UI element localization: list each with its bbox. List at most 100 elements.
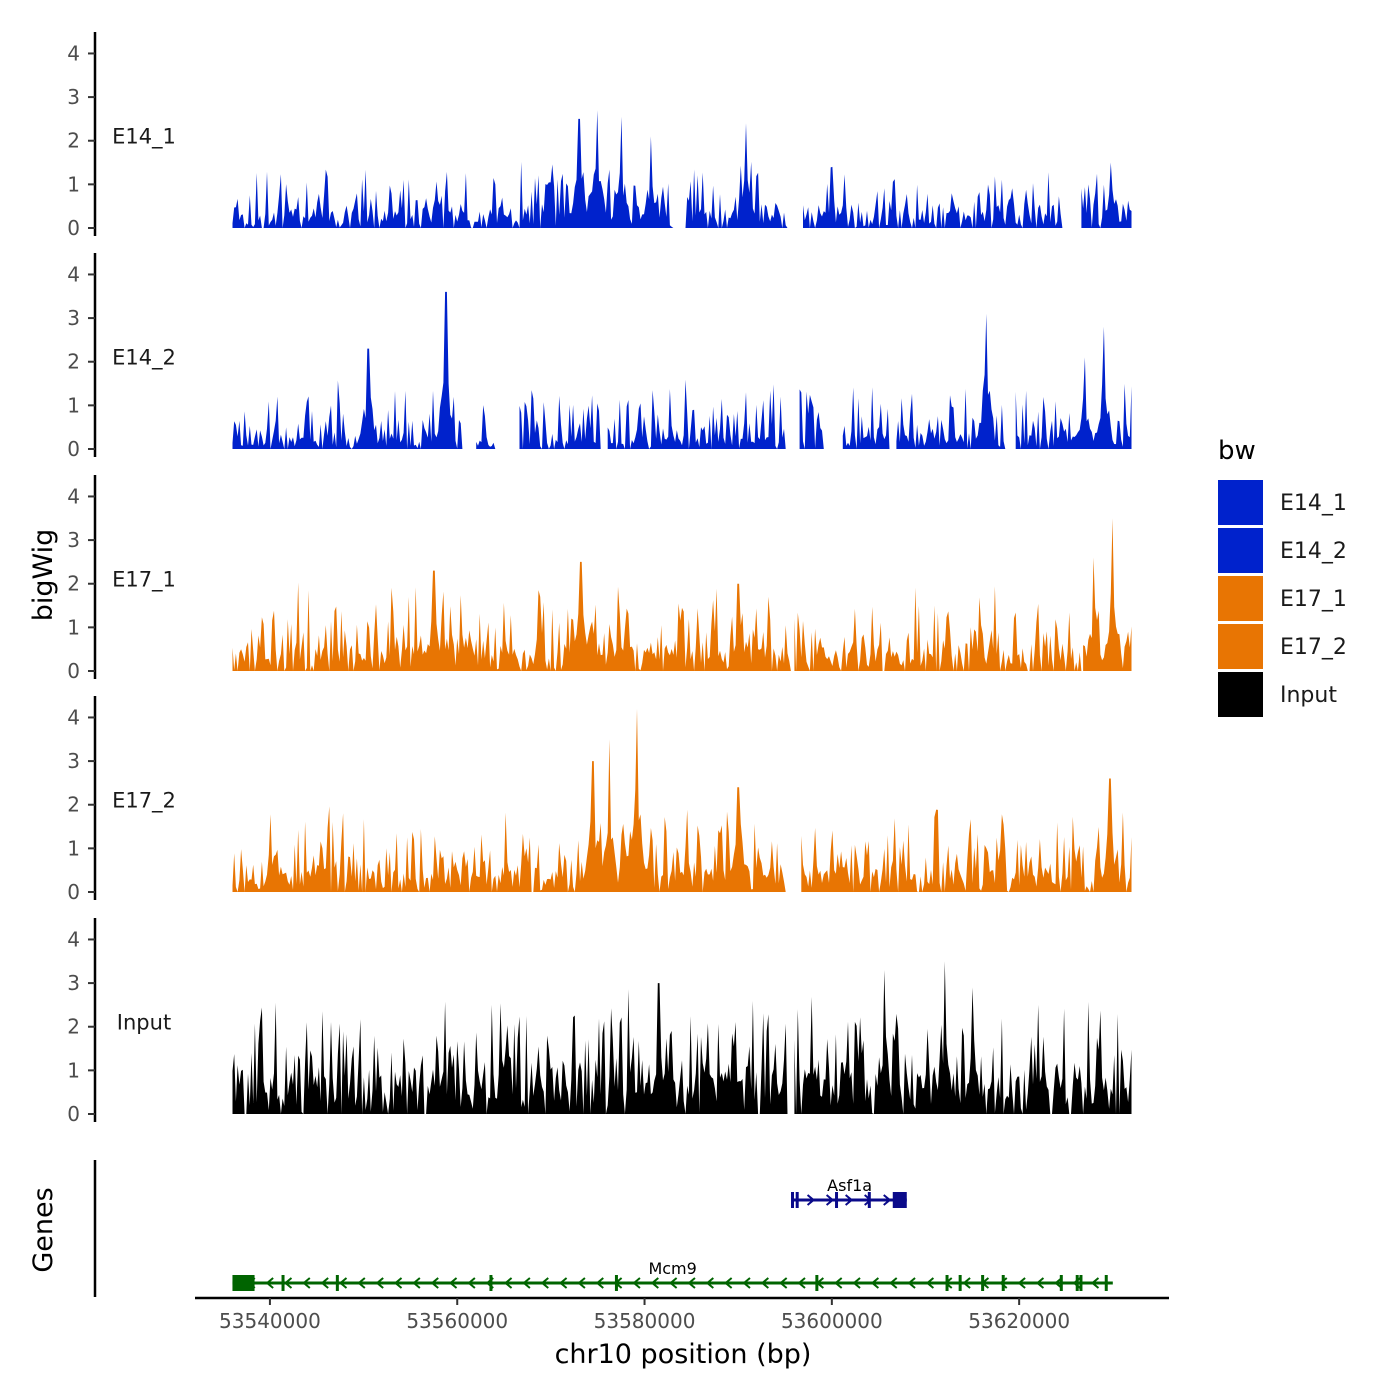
coverage-area (232, 518, 1132, 671)
coverage-area (232, 961, 1132, 1114)
coverage-area (232, 708, 1132, 892)
track-input: 0 1 2 3 4 Input (67, 918, 1132, 1126)
strand-arrow (806, 1194, 816, 1206)
y-tick-label: 3 (67, 528, 80, 552)
coverage-tracks: 0 1 2 3 4 E14_1 0 1 2 3 4 E14_2 0 1 2 3 4 E17_1 0 1 2 3 4 E17_2… (67, 32, 1132, 1126)
strand-arrow (705, 1277, 714, 1289)
track-e14-2: 0 1 2 3 4 E14_2 (67, 253, 1132, 461)
strand-arrow (760, 1277, 769, 1289)
y-tick-label: 2 (67, 129, 80, 153)
strand-arrow (559, 1277, 568, 1289)
x-tick-label: 53620000 (968, 1309, 1070, 1333)
track-e17-2: 0 1 2 3 4 E17_2 (67, 696, 1132, 904)
legend-label: E14_1 (1280, 491, 1347, 516)
strand-arrow (1035, 1277, 1045, 1289)
y-tick-label: 4 (67, 927, 80, 951)
y-tick-label: 4 (67, 262, 80, 286)
x-tick-label: 53540000 (219, 1309, 321, 1333)
y-tick-label: 2 (67, 793, 80, 817)
legend-swatch (1218, 672, 1263, 717)
strand-arrow (650, 1277, 659, 1289)
gene-asf1a: Asf1a (791, 1176, 907, 1208)
track-label: E17_2 (112, 789, 176, 814)
strand-arrow (889, 1277, 898, 1289)
strand-arrow (283, 1277, 293, 1289)
strand-arrow (504, 1277, 513, 1289)
y-tick-label: 2 (67, 572, 80, 596)
legend-swatch (1218, 528, 1263, 573)
y-tick-label: 1 (67, 1058, 80, 1082)
y-tick-label: 0 (67, 216, 80, 240)
y-tick-label: 4 (67, 705, 80, 729)
y-tick-label: 1 (67, 836, 80, 860)
legend-label: Input (1280, 683, 1337, 708)
legend-swatch (1218, 624, 1263, 669)
track-label: E14_2 (112, 346, 176, 371)
y-tick-label: 2 (67, 1015, 80, 1039)
strand-arrow (1090, 1277, 1100, 1289)
strand-arrow (724, 1277, 733, 1289)
track-label: E14_1 (112, 125, 176, 150)
strand-arrow (999, 1277, 1008, 1289)
strand-arrow (595, 1277, 604, 1289)
strand-arrow (338, 1277, 348, 1289)
gene-label: Asf1a (827, 1176, 872, 1195)
legend-swatch (1218, 480, 1263, 525)
y-axis-title: bigWig (28, 529, 59, 622)
y-tick-label: 0 (67, 880, 80, 904)
strand-arrow (852, 1277, 861, 1289)
legend-title: bw (1218, 436, 1256, 466)
strand-arrow (357, 1277, 366, 1289)
y-tick-label: 2 (67, 350, 80, 374)
y-tick-label: 3 (67, 85, 80, 109)
y-tick-label: 1 (67, 615, 80, 639)
strand-arrow (825, 1194, 835, 1206)
track-label: Input (117, 1011, 171, 1035)
legend-label: E14_2 (1280, 539, 1347, 564)
strand-arrow (779, 1277, 788, 1289)
y-tick-label: 4 (67, 484, 80, 508)
gene-label: Mcm9 (648, 1259, 696, 1278)
y-tick-label: 1 (67, 393, 80, 417)
strand-arrow (1054, 1277, 1063, 1289)
strand-arrow (540, 1277, 549, 1289)
utr-block (232, 1275, 255, 1291)
strand-arrow (375, 1277, 384, 1289)
coverage-area (232, 110, 1132, 228)
x-tick-label: 53560000 (406, 1309, 508, 1333)
strand-arrow (962, 1277, 971, 1289)
strand-arrow (907, 1277, 916, 1289)
legend: bw E14_1 E14_2 E17_1 E17_2 Input (1218, 436, 1347, 717)
x-axis-title: chr10 position (bp) (555, 1339, 812, 1370)
strand-arrow (1017, 1277, 1026, 1289)
strand-arrow (467, 1277, 476, 1289)
track-e17-1: 0 1 2 3 4 E17_1 (67, 475, 1132, 683)
y-tick-label: 1 (67, 172, 80, 196)
strand-arrow (797, 1277, 806, 1289)
utr-block (892, 1192, 907, 1208)
strand-arrow (669, 1277, 678, 1289)
strand-arrow (845, 1194, 854, 1206)
y-tick-label: 0 (67, 1102, 80, 1126)
genes-panel: Asf1a Mcm9 (93, 1160, 1113, 1297)
legend-swatch (1218, 576, 1263, 621)
strand-arrow (883, 1194, 892, 1206)
legend-label: E17_2 (1280, 635, 1347, 660)
y-tick-label: 0 (67, 437, 80, 461)
y-tick-label: 3 (67, 749, 80, 773)
strand-arrow (412, 1277, 421, 1289)
strand-arrow (430, 1277, 439, 1289)
strand-arrow (834, 1277, 843, 1289)
x-tick-label: 53580000 (594, 1309, 696, 1333)
track-label: E17_1 (112, 568, 176, 593)
strand-arrow (925, 1277, 935, 1289)
y-tick-label: 3 (67, 306, 80, 330)
x-axis: 53540000 53560000 53580000 53600000 53620000 (195, 1296, 1169, 1333)
coverage-area (232, 291, 1132, 449)
strand-arrow (320, 1277, 329, 1289)
gene-mcm9: Mcm9 (232, 1259, 1113, 1291)
y-tick-label: 3 (67, 971, 80, 995)
strand-arrow (632, 1277, 641, 1289)
strand-arrow (577, 1277, 586, 1289)
